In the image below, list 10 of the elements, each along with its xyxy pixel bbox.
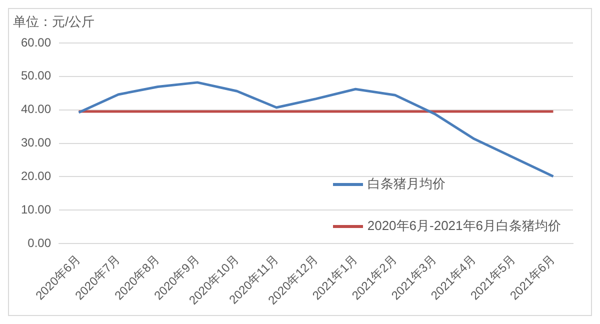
- y-tick-label: 30.00: [21, 136, 52, 150]
- legend-label: 2020年6月-2021年6月白条猪均价: [367, 217, 561, 235]
- y-tick-label: 50.00: [21, 68, 52, 83]
- y-tick-label: 20.00: [21, 169, 52, 183]
- y-tick-label: 10.00: [21, 202, 52, 216]
- y-tick-label: 0.00: [28, 236, 52, 250]
- y-axis-title: 单位：元/公斤: [13, 13, 95, 31]
- legend-label: 白条猪月均价: [367, 175, 446, 193]
- y-tick-label: 40.00: [21, 102, 52, 116]
- y-tick-label: 60.00: [21, 35, 52, 50]
